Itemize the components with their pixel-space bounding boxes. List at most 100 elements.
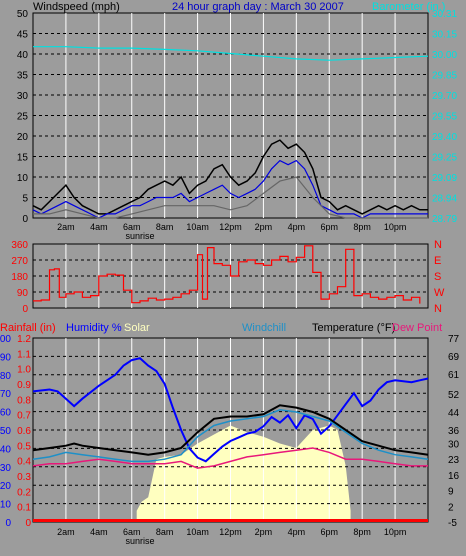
- legend-dew-point: Dew Point: [392, 322, 442, 334]
- direction-tick: 270: [11, 256, 28, 267]
- time-label-2pm: 2pm: [255, 527, 273, 537]
- baro-tick: 28.94: [432, 194, 457, 205]
- sunrise-label: sunrise: [125, 231, 154, 241]
- time-label-6pm: 6pm: [320, 527, 338, 537]
- time-label-4pm: 4pm: [288, 222, 306, 232]
- baro-tick: 29.40: [432, 132, 457, 143]
- compass-tick: W: [434, 287, 445, 299]
- time-label-6pm: 6pm: [320, 222, 338, 232]
- baro-tick: 29.70: [432, 91, 457, 102]
- baro-tick: 29.55: [432, 112, 457, 123]
- humidity-tick: 100: [0, 334, 11, 345]
- time-label-6am: 6am: [123, 527, 141, 537]
- rain-tick: 0.5: [17, 441, 31, 452]
- wind-line-0: [32, 139, 428, 215]
- rain-tick: 1.0: [17, 365, 31, 376]
- wind-tick: 25: [17, 112, 29, 123]
- baro-tick: 28.79: [432, 214, 457, 225]
- direction-tick: 360: [11, 240, 28, 251]
- direction-tick: 90: [17, 288, 29, 299]
- dew-point-line: [32, 447, 428, 469]
- wind-line-2: [33, 176, 428, 219]
- wind-tick: 5: [22, 194, 28, 205]
- time-label-8pm: 8pm: [353, 222, 371, 232]
- rain-tick: 0.8: [17, 395, 31, 406]
- compass-tick: N: [434, 303, 442, 315]
- rain-tick: 0.9: [17, 380, 31, 391]
- humidity-line: [32, 357, 429, 463]
- humidity-tick: 60: [0, 408, 11, 419]
- baro-tick: 30.00: [432, 50, 457, 61]
- time-label-4am: 4am: [90, 527, 108, 537]
- humidity-tick: 50: [0, 426, 11, 437]
- windchill-line: [32, 409, 429, 463]
- temp-tick: 16: [448, 471, 460, 482]
- wind-tick: 20: [17, 132, 29, 143]
- baro-tick: 29.25: [432, 153, 457, 164]
- time-label-12pm: 12pm: [219, 527, 242, 537]
- sunrise-label: sunrise: [125, 536, 154, 546]
- legend-solar: Solar: [124, 322, 150, 334]
- baro-tick: 29.85: [432, 71, 457, 82]
- rain-tick: 0.1: [17, 503, 31, 514]
- temp-tick: 69: [448, 352, 460, 363]
- wind-tick: 35: [17, 71, 29, 82]
- time-label-4am: 4am: [90, 222, 108, 232]
- humidity-tick: 90: [0, 352, 11, 363]
- humidity-tick: 0: [5, 518, 11, 529]
- compass-tick: S: [434, 271, 441, 283]
- time-label-2am: 2am: [57, 527, 75, 537]
- rain-tick: 1.1: [17, 349, 31, 360]
- temp-tick: 23: [448, 455, 460, 466]
- humidity-tick: 10: [0, 500, 11, 511]
- time-label-10pm: 10pm: [384, 527, 407, 537]
- barometer-line: [33, 46, 429, 61]
- legend-rainfall: Rainfall (in): [0, 322, 56, 334]
- humidity-tick: 40: [0, 444, 11, 455]
- rainfall-bar: [33, 519, 428, 522]
- legend: Rainfall (in) Humidity % Solar Windchill…: [0, 322, 442, 334]
- humidity-tick: 70: [0, 389, 11, 400]
- direction-tick: 180: [11, 272, 28, 283]
- wind-tick: 0: [22, 214, 28, 225]
- temperature-humidity-panel: 0 0.1 0.2 0.3 0.4 0.5 0.6 0.7 0.8 0.9 1.0 1.1 1.2 0 10…: [0, 334, 460, 546]
- time-label-8am: 8am: [156, 222, 174, 232]
- time-label-10am: 10am: [186, 222, 209, 232]
- wind-tick: 10: [17, 173, 29, 184]
- temp-tick: 2: [448, 502, 454, 513]
- time-label-8pm: 8pm: [353, 527, 371, 537]
- humidity-tick: 20: [0, 481, 11, 492]
- time-label-10pm: 10pm: [384, 222, 407, 232]
- compass-tick: N: [434, 239, 442, 251]
- wind-barometer-panel: 0 5 10 15 20 25 30 35 40 45 50 28.79 28.94 29.09 29.25…: [17, 9, 458, 241]
- temp-tick: 9: [448, 487, 454, 498]
- temp-tick: 77: [448, 334, 460, 345]
- temp-tick: 44: [448, 408, 460, 419]
- wind-direction-line: [33, 245, 421, 304]
- humidity-tick: 80: [0, 371, 11, 382]
- time-label-6am: 6am: [123, 222, 141, 232]
- wind-tick: 30: [17, 91, 29, 102]
- rain-tick: 0.6: [17, 426, 31, 437]
- graph-title: 24 hour graph day : March 30 2007: [172, 1, 344, 13]
- temp-tick: 36: [448, 426, 460, 437]
- windspeed-label: Windspeed (mph): [33, 1, 120, 13]
- rain-tick: 0.4: [17, 457, 31, 468]
- wind-tick: 15: [17, 153, 29, 164]
- temp-tick: 30: [448, 439, 460, 450]
- time-label-8am: 8am: [156, 527, 174, 537]
- legend-windchill: Windchill: [242, 322, 286, 334]
- rain-tick: 0: [25, 518, 31, 529]
- temp-tick: 52: [448, 390, 460, 401]
- baro-tick: 30.15: [432, 30, 457, 41]
- time-label-4pm: 4pm: [288, 527, 306, 537]
- wind-tick: 50: [17, 9, 29, 20]
- baro-tick: 29.09: [432, 173, 457, 184]
- temp-tick: -5: [448, 518, 457, 529]
- time-label-2pm: 2pm: [255, 222, 273, 232]
- temperature---f--line: [32, 404, 429, 456]
- baro-tick: 30.31: [432, 9, 457, 20]
- compass-tick: E: [434, 255, 441, 267]
